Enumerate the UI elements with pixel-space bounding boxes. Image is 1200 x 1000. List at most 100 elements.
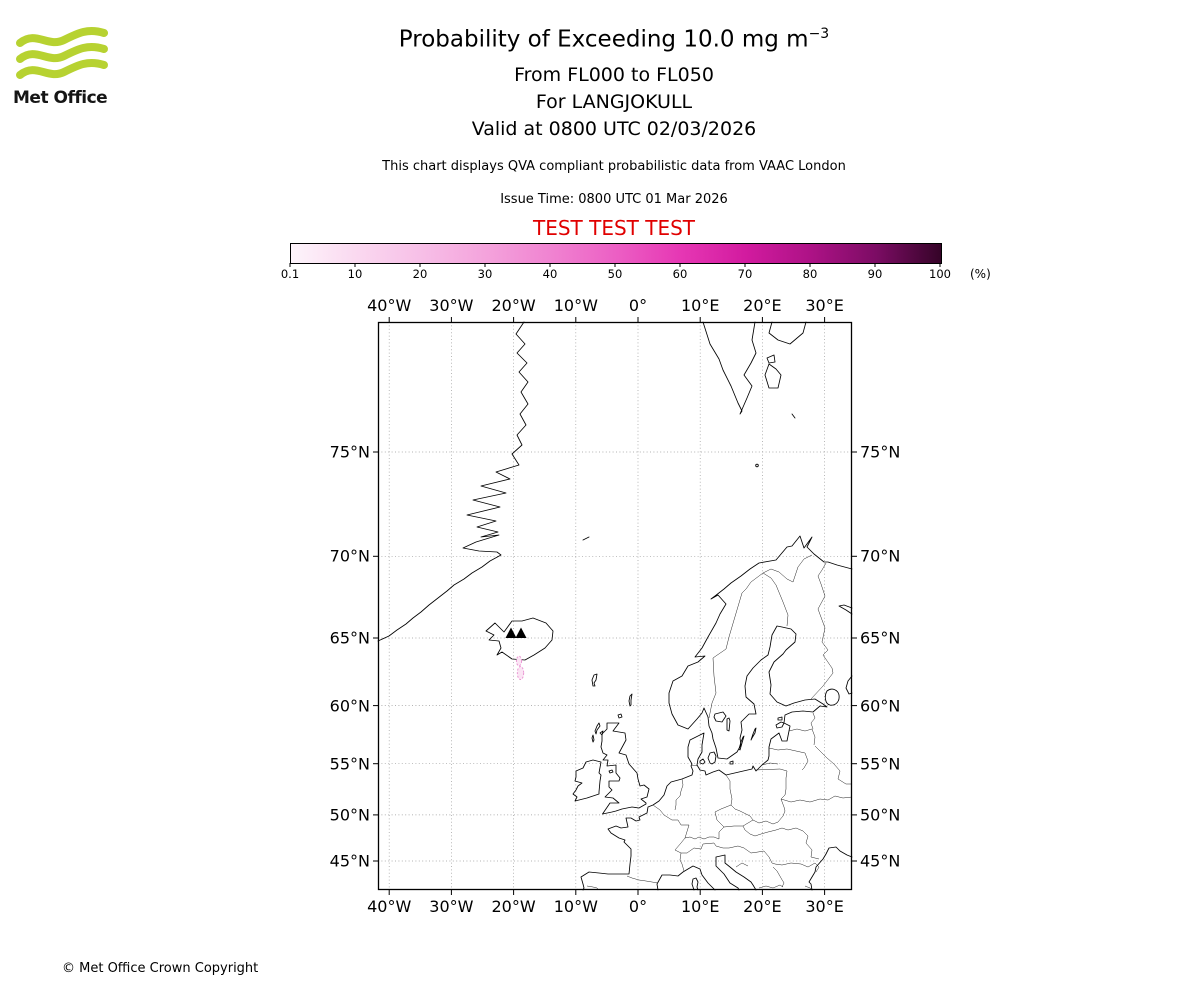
axis-label-right: 75°N — [860, 442, 901, 462]
lakes — [713, 675, 853, 732]
border-romania-moldova — [781, 827, 820, 860]
colorbar-unit-label: (%) — [970, 267, 991, 281]
lake-vanern — [713, 711, 727, 723]
colorbar-tick-label: 40 — [542, 267, 558, 281]
colorbar-tick-mark — [484, 263, 486, 267]
axis-label-right: 50°N — [860, 805, 901, 825]
axis-label-left: 45°N — [329, 851, 370, 871]
colorbar-tick-label: 0.1 — [280, 267, 300, 281]
axis-label-top: 10°E — [680, 296, 720, 315]
great-britain-coast — [600, 722, 650, 815]
axis-label-left: 70°N — [329, 546, 370, 566]
copyright-notice: © Met Office Crown Copyright — [62, 961, 259, 976]
nordaustlandet-coast — [768, 321, 807, 345]
colorbar-tick-label: 90 — [867, 267, 883, 281]
colorbar-tick-label: 20 — [412, 267, 428, 281]
issue-time: Issue Time: 0800 UTC 01 Mar 2026 — [500, 192, 728, 207]
small-islands — [582, 413, 796, 774]
black-sea-coast — [808, 846, 853, 891]
border-germany-austria-swiss — [684, 826, 725, 840]
border-denmark-germany — [690, 764, 699, 767]
subtitle-flight-levels: From FL000 to FL050 — [514, 64, 714, 86]
qva-description: This chart displays QVA compliant probab… — [382, 159, 846, 174]
orkney-islands — [617, 713, 623, 719]
border-france-east — [652, 804, 690, 839]
adriatic-coast — [715, 854, 757, 891]
white-sea-coast — [838, 604, 853, 615]
border-spain-france — [626, 875, 659, 884]
mediterranean-coast — [656, 865, 716, 891]
coastlines — [377, 321, 853, 891]
border-poland-south — [730, 804, 786, 825]
shetland-islands — [628, 693, 633, 707]
hopen-island — [791, 413, 796, 419]
border-norway-finland — [762, 554, 813, 583]
colorbar-tick-mark — [809, 263, 811, 267]
skye-island — [599, 730, 604, 736]
funen-island — [699, 758, 706, 765]
border-latvia-lithuania — [768, 747, 809, 771]
axis-label-right: 65°N — [860, 628, 901, 648]
greenland-coast — [377, 321, 529, 642]
axis-label-left: 60°N — [329, 696, 370, 716]
colorbar-tick-mark — [419, 263, 421, 267]
country-borders — [586, 554, 853, 891]
axis-label-bottom: 10°E — [680, 897, 720, 916]
map-area — [373, 317, 857, 895]
axis-label-right: 60°N — [860, 696, 901, 716]
axis-label-bottom: 30°E — [805, 897, 844, 916]
border-belarus-russia — [814, 745, 852, 785]
border-estonia-russia — [810, 712, 816, 730]
faroe-islands — [591, 673, 598, 687]
colorbar-tick-mark — [939, 263, 941, 267]
colorbar-tick-mark — [874, 263, 876, 267]
axis-label-right: 55°N — [860, 754, 901, 774]
axis-label-right: 70°N — [860, 546, 901, 566]
map-frame — [377, 321, 853, 891]
lake-vattern — [726, 717, 731, 732]
axis-label-top: 20°W — [491, 296, 536, 315]
axis-label-top: 20°E — [743, 296, 782, 315]
colorbar-tick-label: 60 — [672, 267, 688, 281]
ireland-coast — [572, 759, 602, 802]
bornholm-island — [729, 760, 734, 765]
axis-label-bottom: 0° — [628, 897, 648, 916]
subtitle-volcano: For LANGJOKULL — [535, 91, 693, 113]
hebrides-lewis — [594, 722, 601, 735]
axis-label-left: 65°N — [329, 628, 370, 648]
ash-plume-contour — [515, 655, 525, 680]
border-poland-east — [779, 768, 788, 812]
spitsbergen-coast — [702, 321, 757, 415]
axis-label-top: 40°W — [367, 296, 412, 315]
hiiumaa-island — [777, 716, 783, 721]
axis-label-right: 45°N — [860, 851, 901, 871]
border-sweden-finland — [762, 572, 789, 627]
colorbar-tick-row: 0.1 10 20 30 40 50 60 70 80 90 100 — [281, 263, 951, 285]
probability-colorbar — [290, 243, 942, 264]
bear-island — [755, 463, 759, 468]
edgeoya-coast — [764, 363, 782, 389]
gotland-island — [750, 727, 757, 741]
colorbar-tick-mark — [354, 263, 356, 267]
isle-of-man — [608, 769, 614, 774]
border-norway-sweden — [708, 572, 764, 719]
axis-label-top: 0° — [628, 296, 648, 315]
hebrides-uists — [591, 734, 595, 743]
colorbar-tick-label: 70 — [737, 267, 753, 281]
iceland-coast — [485, 617, 554, 661]
volcano-marker — [505, 627, 527, 638]
subtitle-valid-time: Valid at 0800 UTC 02/03/2026 — [471, 118, 757, 140]
axis-label-left: 50°N — [329, 805, 370, 825]
colorbar-tick-mark — [289, 263, 291, 267]
border-finland-russia — [810, 575, 834, 700]
axis-label-top: 30°E — [805, 296, 844, 315]
saaremaa-island — [775, 721, 785, 729]
corsica-coast — [691, 877, 699, 891]
border-kaliningrad — [754, 762, 781, 771]
colorbar-tick-mark — [744, 263, 746, 267]
colorbar-tick-label: 30 — [477, 267, 493, 281]
axis-label-top: 10°W — [553, 296, 598, 315]
lake-ladoga — [824, 688, 840, 706]
barentsoya-coast — [766, 354, 776, 364]
